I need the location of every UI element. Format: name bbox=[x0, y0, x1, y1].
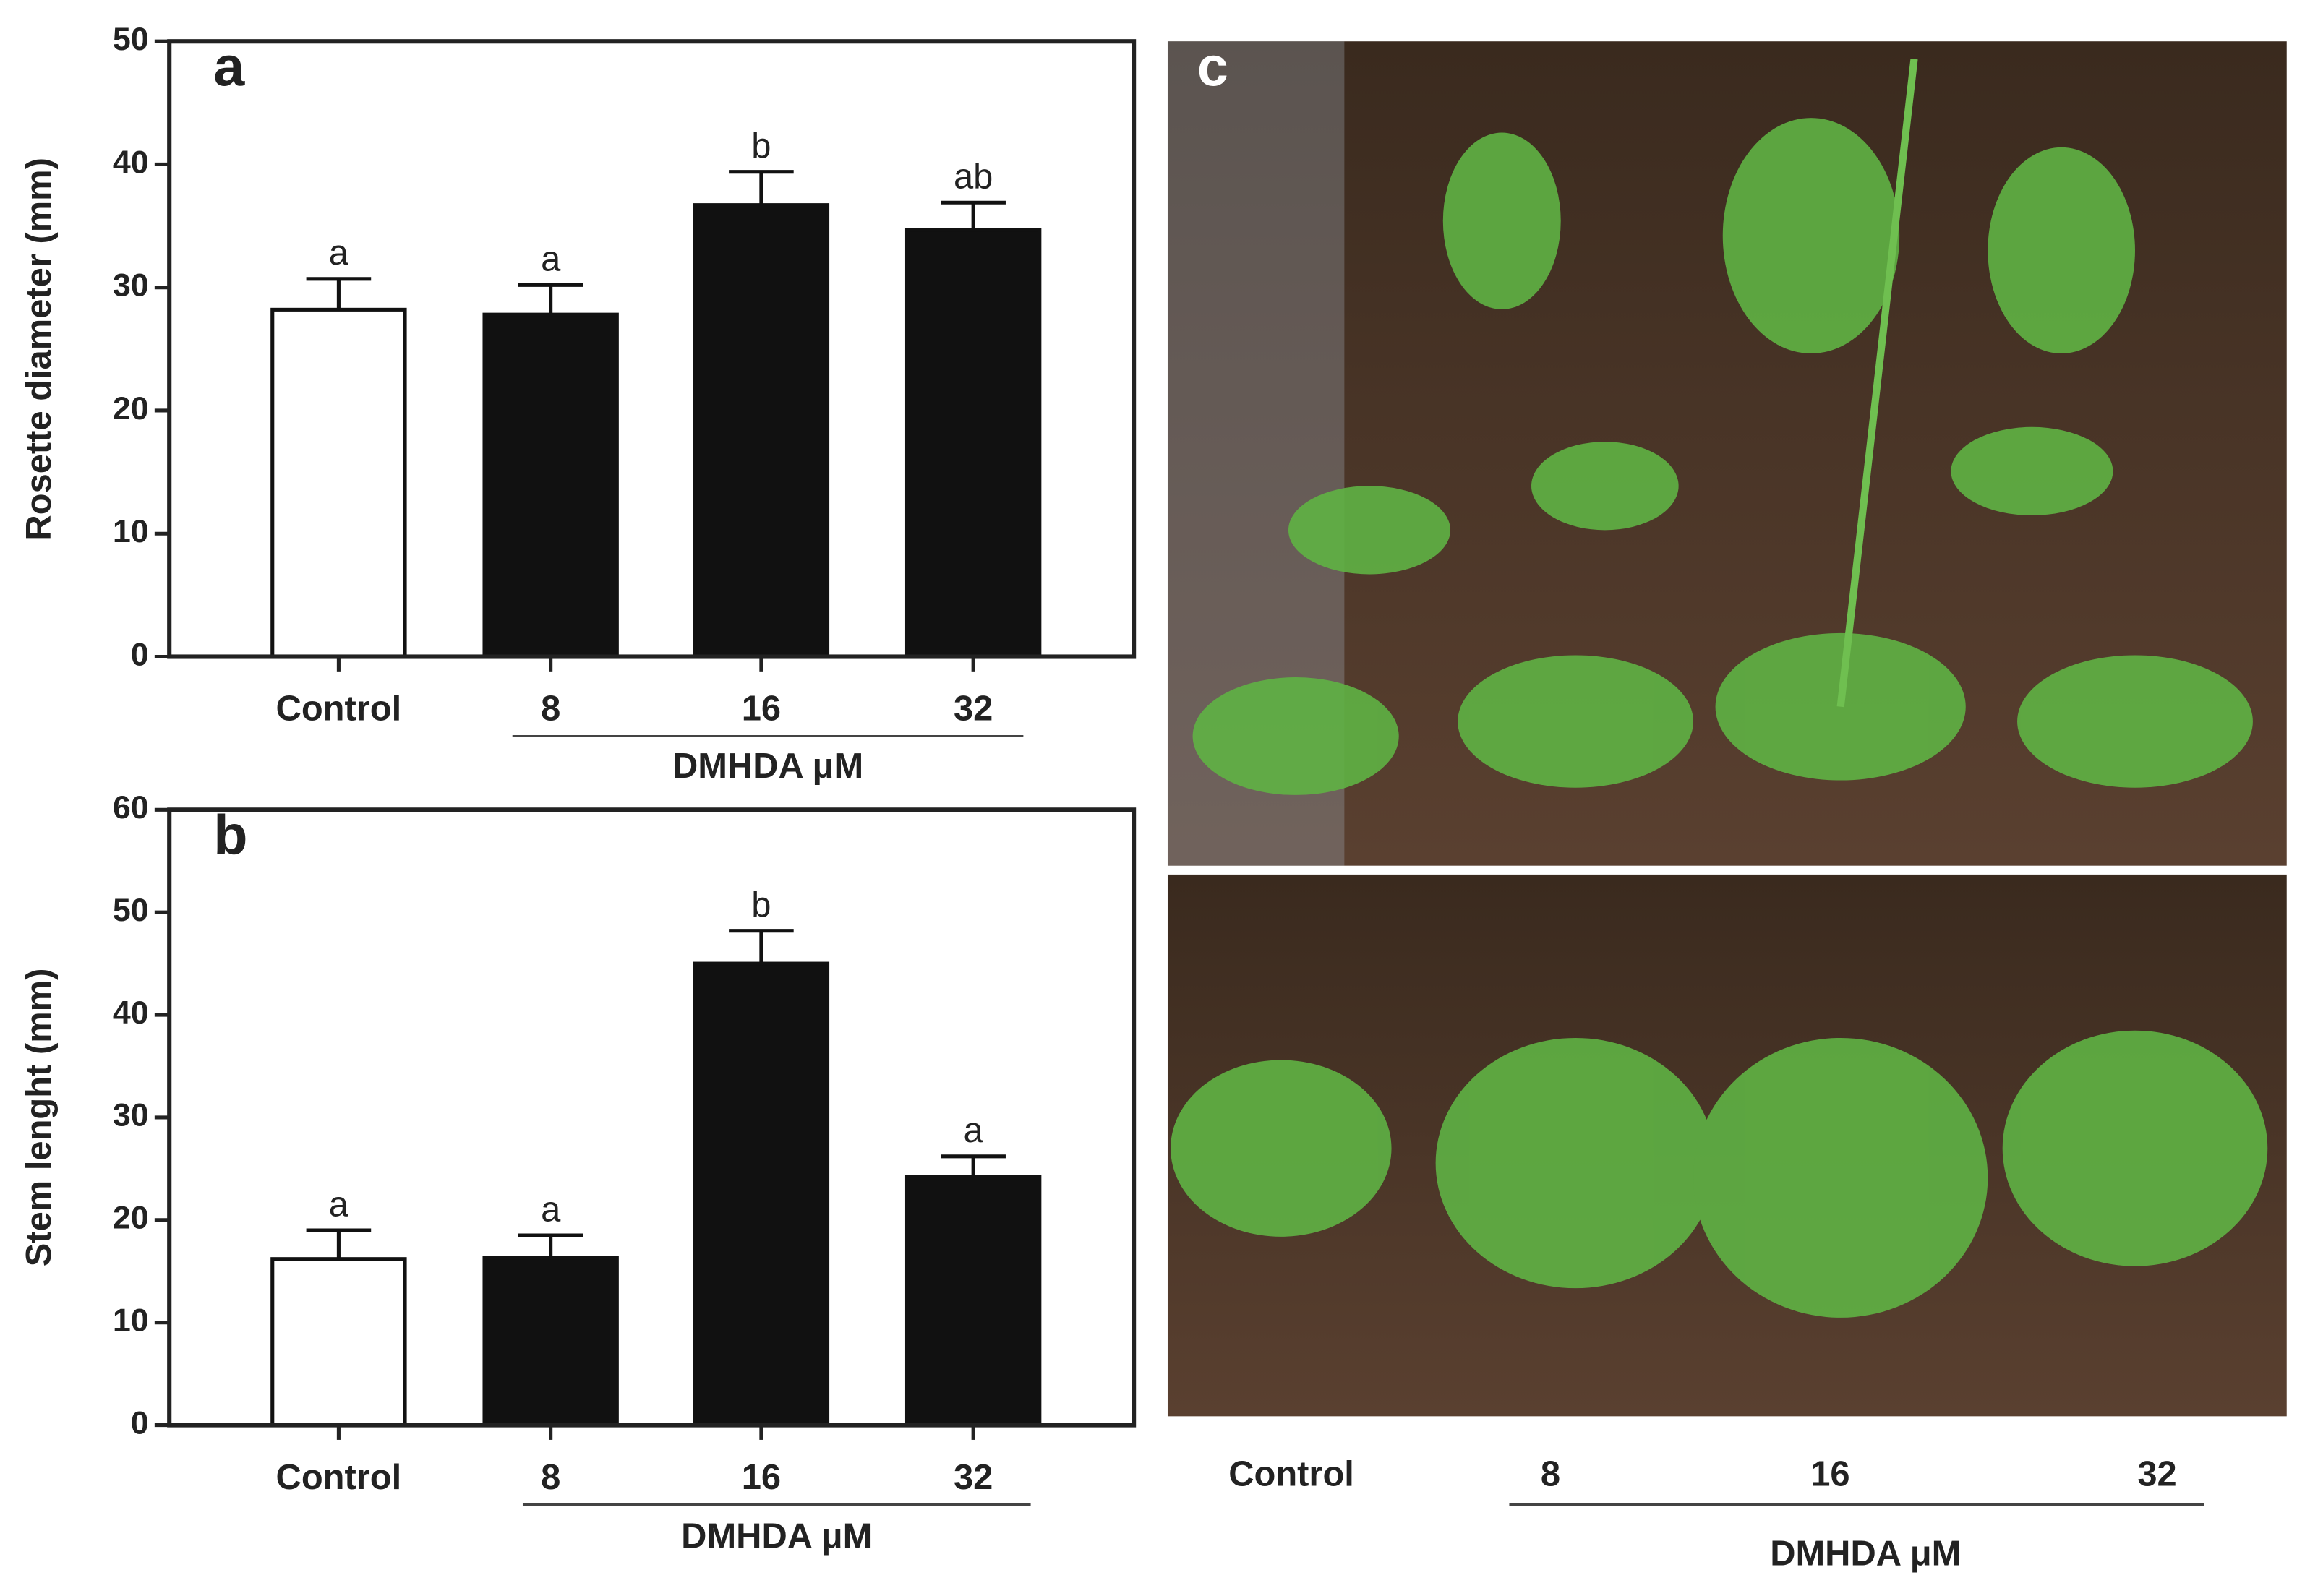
group-label: DMHDA μM bbox=[672, 747, 863, 786]
significance-letter: a bbox=[541, 240, 561, 279]
y-tick-label: 20 bbox=[113, 1200, 149, 1236]
y-tick-label: 0 bbox=[131, 1404, 149, 1441]
bar bbox=[904, 1175, 1042, 1428]
y-tick-label: 30 bbox=[113, 1097, 149, 1133]
photo-category-label: 16 bbox=[1810, 1455, 1849, 1494]
panel-label: a bbox=[213, 35, 245, 98]
group-label: DMHDA μM bbox=[681, 1516, 872, 1556]
group-label: DMHDA μM bbox=[1770, 1535, 1961, 1574]
x-tick-label: Control bbox=[276, 1458, 402, 1497]
y-axis-label: Rosette diameter (mm) bbox=[20, 158, 59, 540]
x-tick-label: 32 bbox=[954, 690, 993, 729]
significance-letter: a bbox=[329, 233, 349, 273]
stem bbox=[1836, 59, 1918, 708]
x-tick-label: Control bbox=[276, 690, 402, 729]
y-tick-label: 30 bbox=[113, 267, 149, 304]
panel-label: c bbox=[1197, 35, 1228, 98]
x-tick-label: 8 bbox=[541, 1458, 560, 1497]
photo-category-label: 32 bbox=[2137, 1455, 2176, 1494]
significance-letter: a bbox=[329, 1185, 349, 1224]
x-tick-label: 16 bbox=[742, 690, 781, 729]
significance-letter: a bbox=[964, 1111, 984, 1150]
significance-letter: b bbox=[751, 126, 771, 166]
plot-frame bbox=[167, 39, 1137, 659]
y-tick-label: 40 bbox=[113, 995, 149, 1031]
significance-letter: ab bbox=[954, 158, 993, 197]
x-tick-label: 32 bbox=[954, 1458, 993, 1497]
x-tick-label: 16 bbox=[742, 1458, 781, 1497]
bar bbox=[693, 203, 830, 659]
y-tick-label: 50 bbox=[113, 892, 149, 928]
x-tick-label: 8 bbox=[541, 690, 560, 729]
y-tick-label: 60 bbox=[113, 789, 149, 825]
significance-letter: b bbox=[751, 885, 771, 924]
y-axis-label: Stem lenght (mm) bbox=[20, 969, 59, 1267]
panel-label: b bbox=[213, 804, 247, 866]
significance-letter: a bbox=[541, 1190, 561, 1229]
bar bbox=[270, 307, 407, 659]
y-tick-label: 10 bbox=[113, 513, 149, 549]
bar bbox=[693, 961, 830, 1428]
bar bbox=[904, 228, 1042, 659]
bar bbox=[270, 1257, 407, 1428]
y-tick-label: 50 bbox=[113, 21, 149, 57]
plot-frame bbox=[167, 807, 1137, 1428]
photo bbox=[1167, 41, 2287, 1417]
photo-category-label: Control bbox=[1228, 1455, 1354, 1494]
bar bbox=[482, 312, 619, 659]
photo-category-label: 8 bbox=[1541, 1455, 1560, 1494]
bar bbox=[482, 1256, 619, 1428]
y-tick-label: 10 bbox=[113, 1303, 149, 1339]
y-tick-label: 40 bbox=[113, 144, 149, 180]
y-tick-label: 0 bbox=[131, 636, 149, 672]
y-tick-label: 20 bbox=[113, 390, 149, 426]
